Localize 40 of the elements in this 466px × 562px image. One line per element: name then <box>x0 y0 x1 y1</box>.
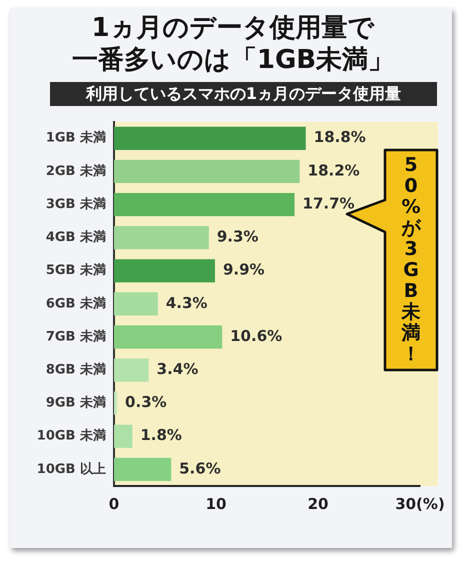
text: 50%が3GB未満！ <box>401 154 421 365</box>
bar <box>114 126 306 150</box>
y-tick-label: 5GB 未満 <box>46 263 106 278</box>
data-label: 0.3% <box>125 393 167 412</box>
data-label: 17.7% <box>302 194 355 212</box>
y-tick-label: 7GB 未満 <box>46 329 106 344</box>
y-tick-label: 3GB 未満 <box>46 196 106 212</box>
y-tick-label: 1GB 未満 <box>46 130 106 146</box>
x-tick-label: 20 <box>308 494 328 513</box>
bar <box>114 424 132 448</box>
y-tick-label: 9GB 未満 <box>46 396 106 411</box>
bar <box>114 358 149 382</box>
data-label: 1.8% <box>140 426 182 444</box>
x-tick-label: 0 <box>108 494 120 513</box>
bar <box>114 325 222 349</box>
y-tick-label: 8GB 未満 <box>46 362 106 378</box>
bar <box>114 259 215 282</box>
bar <box>114 392 118 415</box>
y-tick-label: 2GB 未満 <box>46 164 106 179</box>
bar <box>114 192 295 216</box>
data-label: 5.6% <box>179 459 221 478</box>
data-label: 10.6% <box>230 326 282 345</box>
data-label: 9.3% <box>216 228 258 246</box>
y-tick-label: 6GB 未満 <box>46 296 106 312</box>
data-label: 18.8% <box>314 128 366 146</box>
chart-subtitle: 利用しているスマホの1ヵ月のデータ使用量 <box>50 82 437 106</box>
data-label: 4.3% <box>166 294 208 312</box>
y-tick-label: 4GB 未満 <box>46 230 106 246</box>
data-label: 9.9% <box>222 260 265 279</box>
bar <box>114 160 300 184</box>
data-label: 18.2% <box>308 161 360 180</box>
y-tick-label: 10GB 未満 <box>36 428 106 444</box>
y-tick-label: 10GB 以上 <box>36 462 106 477</box>
data-label: 3.4% <box>156 360 198 378</box>
bar <box>114 226 209 250</box>
bar <box>114 292 158 316</box>
bar <box>114 458 172 482</box>
x-tick-label: 10 <box>206 494 226 513</box>
chart-title: 1ヵ月のデータ使用量で一番多いのは「1GB未満」 <box>71 12 395 76</box>
x-tick-label: 30(%) <box>395 494 445 513</box>
